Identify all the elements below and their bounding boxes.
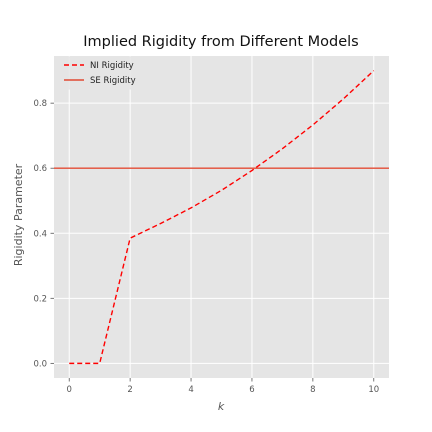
y-axis-label: Rigidity Parameter (12, 163, 25, 266)
x-axis-label: k (218, 400, 225, 413)
plot-area (54, 56, 389, 378)
ticks: 0 2 4 6 8 10 0.0 0.2 0.4 0.6 0.8 (33, 99, 379, 395)
chart-title: Implied Rigidity from Different Models (83, 34, 358, 50)
legend-label: NI Rigidity (90, 61, 134, 71)
legend-label: SE Rigidity (90, 76, 136, 86)
x-tick-label: 6 (249, 385, 254, 395)
legend: NI Rigidity SE Rigidity (59, 56, 150, 90)
y-tick-label: 0.2 (33, 294, 47, 304)
x-tick-label: 2 (127, 385, 132, 395)
y-tick-label: 0.8 (33, 99, 47, 109)
x-tick-label: 10 (368, 385, 379, 395)
y-tick-label: 0.4 (33, 229, 47, 239)
y-tick-label: 0.0 (33, 359, 47, 369)
y-tick-label: 0.6 (33, 164, 47, 174)
x-tick-label: 4 (188, 385, 193, 395)
series-layer (54, 70, 389, 365)
x-tick-label: 0 (67, 385, 72, 395)
x-tick-label: 8 (310, 385, 315, 395)
series-ni-rigidity-line (69, 70, 375, 365)
